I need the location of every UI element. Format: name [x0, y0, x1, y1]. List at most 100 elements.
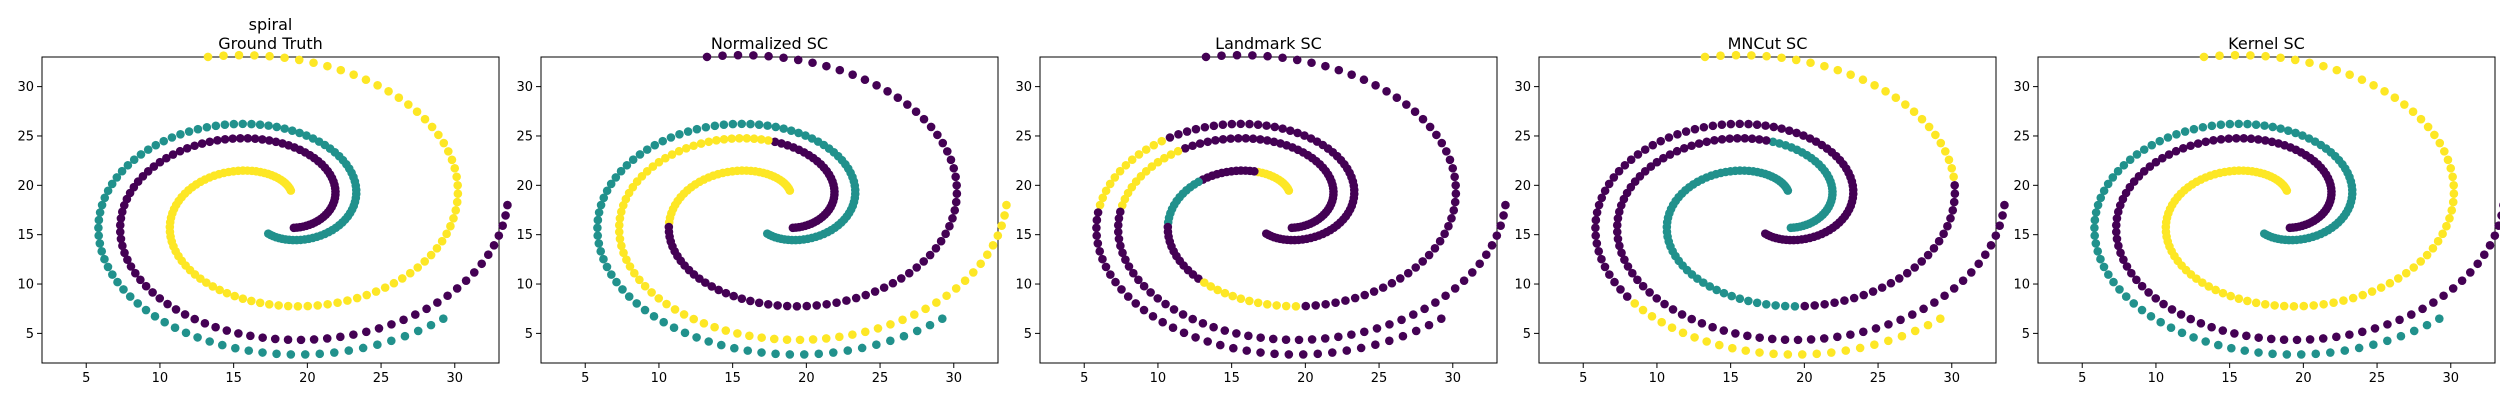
scatter-point [1111, 277, 1120, 287]
scatter-point [1740, 134, 1750, 143]
scatter-point [123, 255, 132, 264]
scatter-point [1886, 278, 1896, 288]
scatter-point [1614, 207, 1624, 217]
scatter-point [1949, 284, 1959, 293]
scatter-point [175, 146, 185, 156]
scatter-point [97, 247, 107, 256]
scatter-point [349, 70, 358, 79]
scatter-point [422, 304, 431, 314]
scatter-point [1158, 317, 1167, 327]
scatter-point [879, 283, 889, 292]
scatter-point [1755, 348, 1764, 357]
scatter-point [2151, 157, 2161, 167]
y-tick-label: 15 [17, 228, 34, 243]
x-tick-label: 5 [2078, 371, 2086, 386]
scatter-point [361, 327, 371, 337]
x-tick-label: 30 [1445, 371, 1462, 386]
scatter-point [2268, 122, 2278, 132]
scatter-point [1719, 288, 1729, 298]
scatter-point [1496, 221, 1505, 230]
scatter-point [247, 119, 256, 129]
scatter-point [343, 296, 352, 305]
scatter-point [1597, 254, 1606, 264]
scatter-point [943, 147, 952, 156]
scatter-point [951, 172, 960, 182]
scatter-point [230, 291, 240, 301]
scatter-point [2112, 214, 2122, 223]
scatter-point [2201, 337, 2210, 346]
scatter-point [946, 155, 956, 165]
scatter-point [886, 336, 895, 346]
scatter-point [182, 144, 192, 153]
scatter-point [184, 127, 194, 136]
scatter-point [714, 285, 723, 295]
scatter-point [264, 121, 273, 130]
scatter-point [1659, 153, 1668, 163]
scatter-point [2243, 296, 2252, 306]
scatter-point [1616, 201, 1626, 210]
scatter-point [2383, 336, 2392, 346]
scatter-point [1481, 250, 1491, 260]
scatter-point [1810, 301, 1819, 310]
scatter-point [616, 207, 626, 217]
scatter-point [498, 221, 507, 230]
scatter-point [745, 331, 754, 341]
scatter-point [95, 239, 105, 248]
scatter-point [1806, 335, 1816, 344]
scatter-point [1092, 215, 1102, 225]
scatter-point [477, 259, 487, 269]
scatter-point [264, 136, 274, 145]
scatter-point [1117, 285, 1126, 294]
scatter-point [100, 254, 109, 264]
scatter-point [155, 294, 165, 303]
scatter-point [1633, 275, 1642, 285]
scatter-point [1986, 241, 1996, 250]
scatter-point [2189, 333, 2198, 342]
y-tick-label: 20 [2013, 179, 2030, 194]
scatter-point [1917, 257, 1927, 266]
scatter-point [129, 155, 139, 164]
scatter-point [737, 119, 747, 129]
scatter-point [1178, 310, 1188, 319]
scatter-point [1849, 293, 1859, 303]
scatter-point [413, 263, 423, 272]
scatter-point [2251, 120, 2261, 129]
scatter-point [2465, 268, 2475, 277]
scatter-point [2224, 134, 2234, 143]
scatter-point [1203, 137, 1213, 147]
scatter-point [246, 331, 255, 341]
scatter-point [951, 197, 961, 207]
scatter-point [1408, 310, 1418, 319]
scatter-point [373, 340, 382, 350]
scatter-point [632, 299, 642, 308]
scatter-point [489, 241, 499, 250]
scatter-point [494, 231, 504, 240]
scatter-point [1687, 141, 1696, 151]
scatter-point [1731, 50, 1741, 60]
scatter-point [200, 319, 210, 328]
scatter-point [1949, 197, 1959, 207]
scatter-point [243, 134, 253, 143]
scatter-point [2442, 221, 2451, 231]
scatter-point [1098, 193, 1108, 203]
scatter-point [1229, 343, 1238, 353]
scatter-point [1169, 305, 1179, 314]
scatter-point [848, 330, 857, 339]
scatter-point [1600, 186, 1610, 196]
scatter-point [1949, 172, 1958, 182]
chart-title: Normalized SC [711, 34, 828, 53]
scatter-point [716, 340, 726, 350]
scatter-point [2283, 126, 2293, 135]
y-tick-label: 10 [17, 278, 34, 293]
scatter-point [1253, 298, 1263, 308]
scatter-point [941, 229, 950, 239]
scatter-point [1769, 349, 1778, 359]
scatter-point [323, 299, 332, 309]
scatter-point [1902, 268, 1912, 278]
scatter-point [1884, 336, 1893, 346]
scatter-point [1884, 320, 1893, 329]
scatter-point [1923, 250, 1933, 260]
scatter-point [1418, 257, 1428, 266]
scatter-point [1451, 180, 1460, 190]
scatter-point [1660, 299, 1669, 309]
